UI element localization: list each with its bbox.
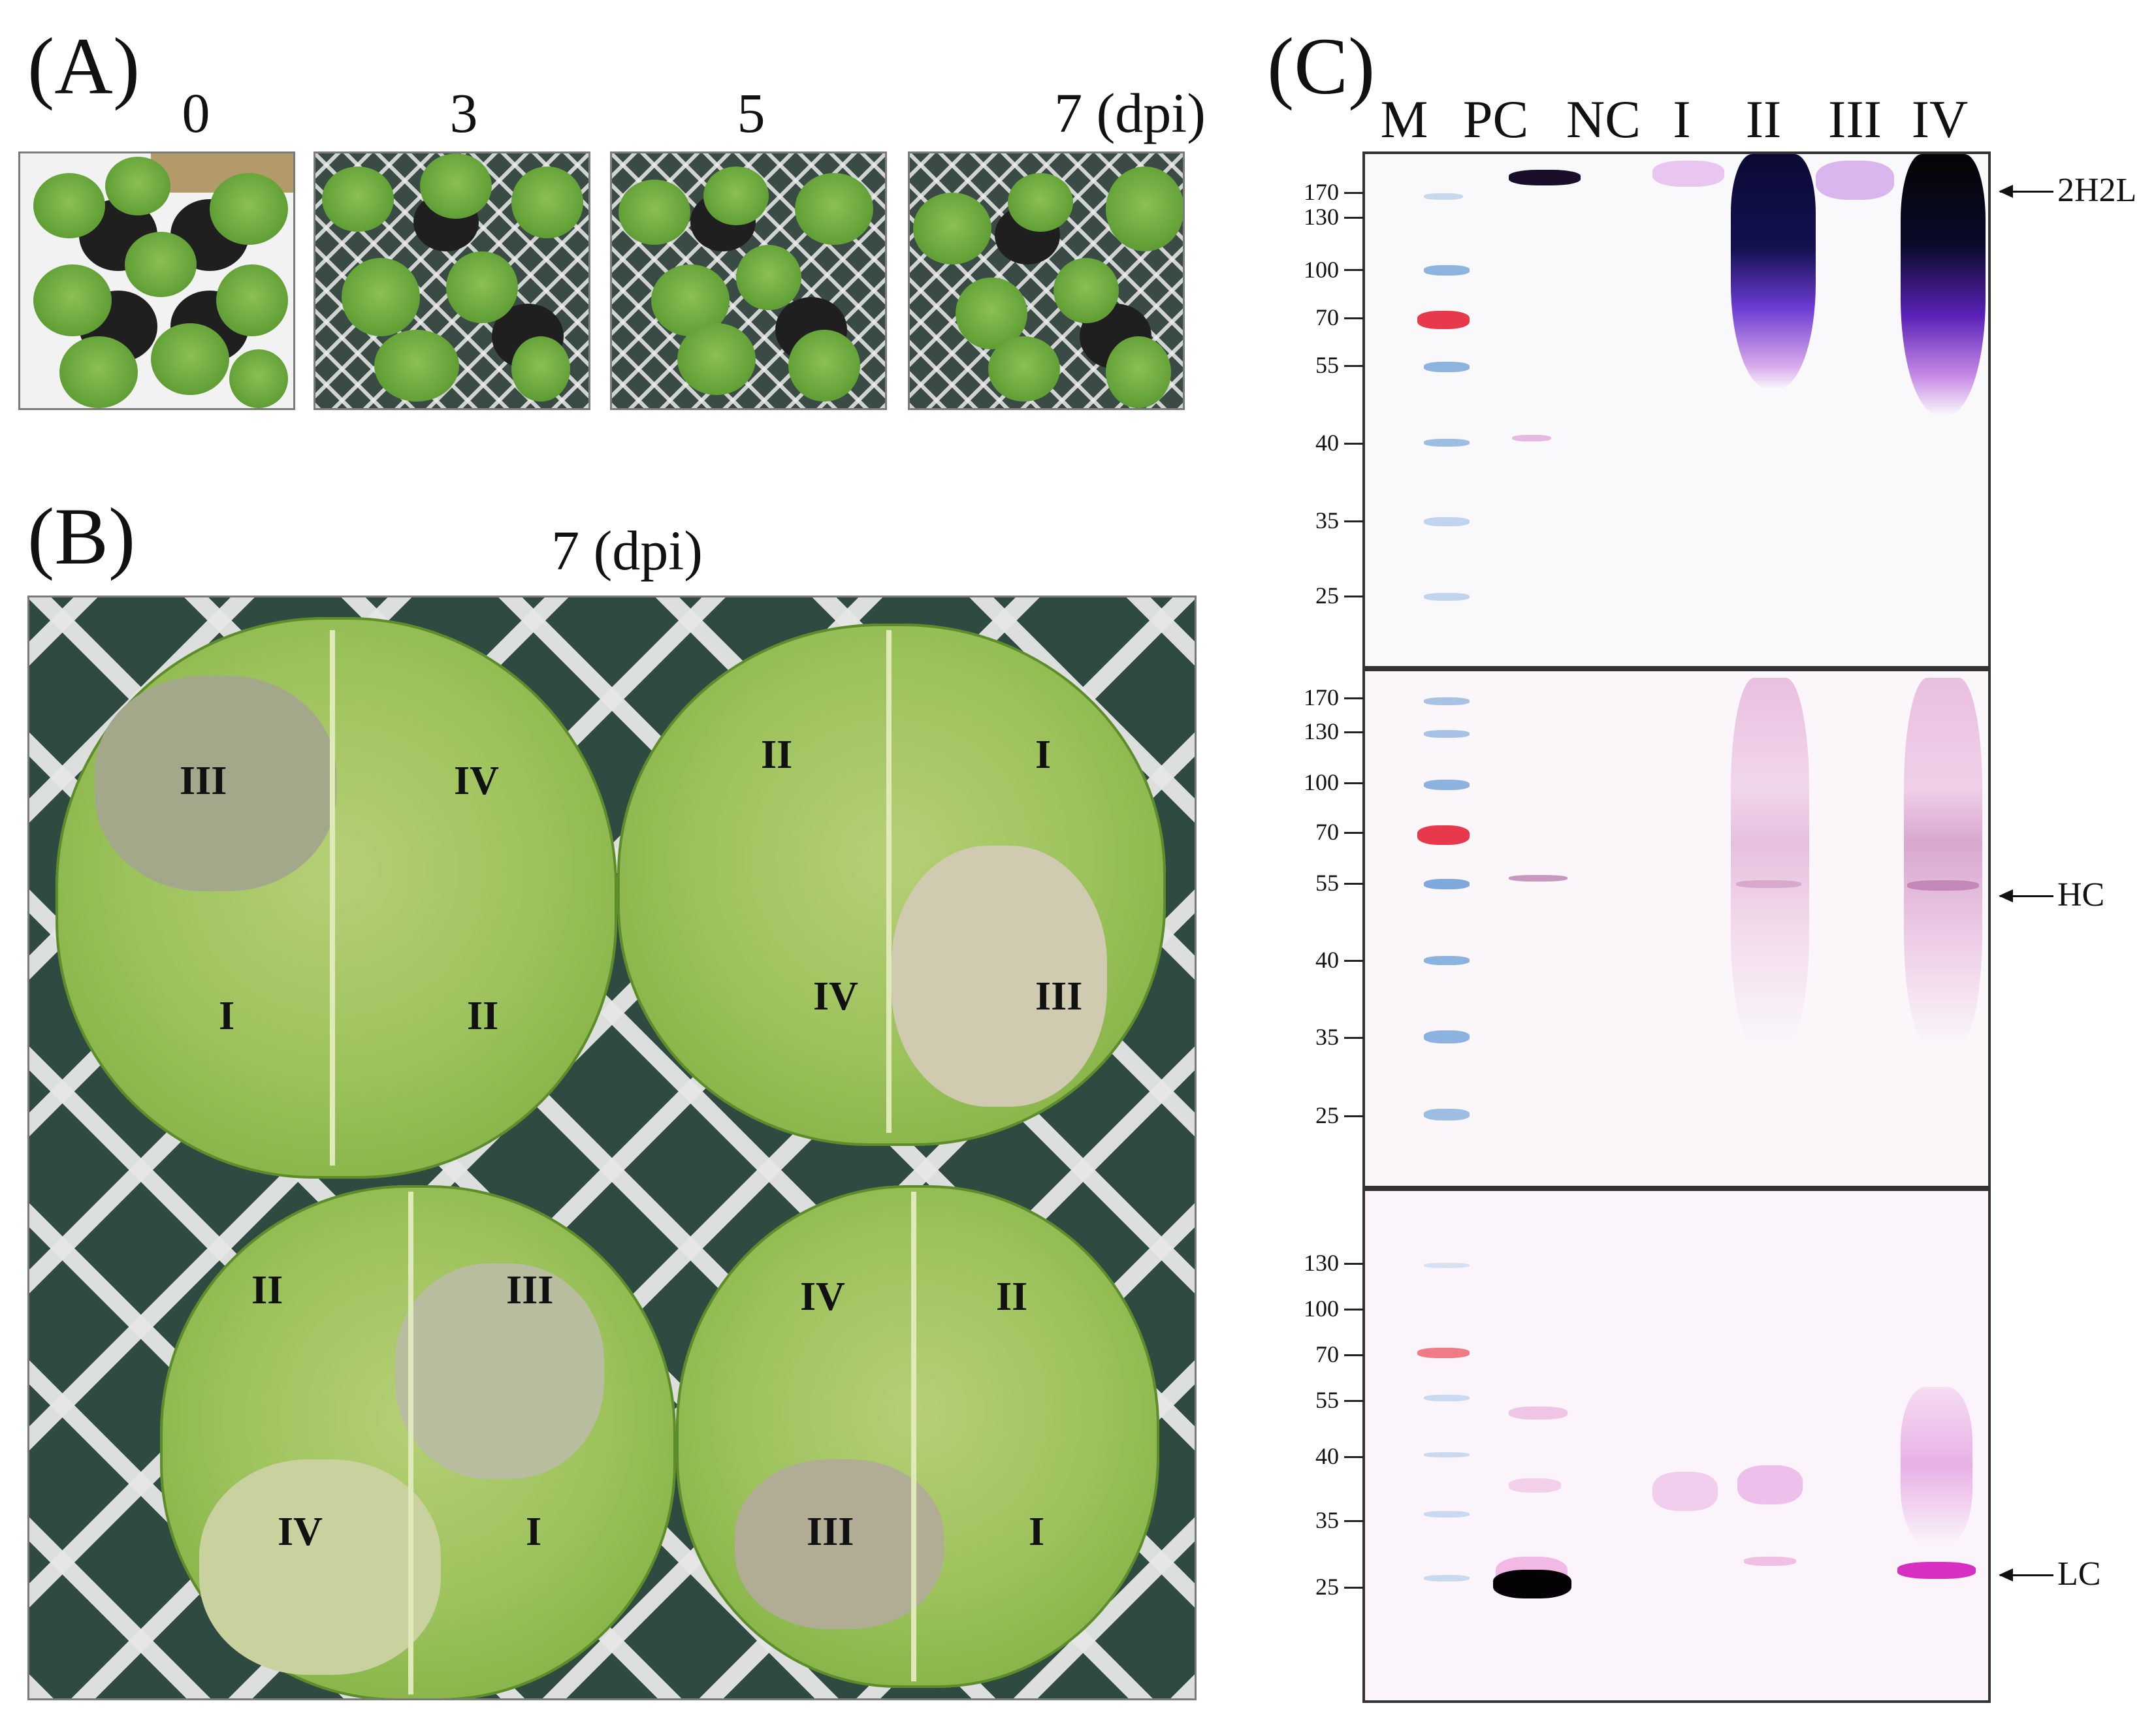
timepoint-label-5: 5 (737, 82, 765, 144)
plant-photo-day7 (908, 151, 1185, 410)
mw-tick (1344, 596, 1364, 597)
mw-tick (1344, 317, 1364, 319)
leaf-1: III IV I II (56, 617, 617, 1179)
mw-tick (1344, 269, 1364, 271)
leaf-2: II I IV III (617, 624, 1166, 1146)
mw-label: 35 (1315, 507, 1339, 533)
leaf-3: II III IV I (160, 1185, 676, 1698)
lane-label-iv: IV (1911, 89, 1969, 149)
mw-tick (1344, 697, 1364, 699)
mw-label: 25 (1315, 1574, 1339, 1600)
mw-label: 55 (1315, 352, 1339, 378)
leaf-4-label-4: I (1029, 1510, 1045, 1554)
mw-tick (1344, 365, 1364, 367)
timepoint-label-7: 7 (dpi) (1054, 82, 1206, 144)
lane-label-ii: II (1745, 89, 1782, 149)
leaf-4-label-1: IV (800, 1275, 845, 1319)
mw-label: 40 (1315, 430, 1339, 456)
panel-a-letter: (A) (27, 22, 140, 111)
mw-label: 100 (1304, 769, 1339, 795)
leaf-2-label-3: IV (813, 974, 858, 1019)
mw-tick (1344, 1456, 1364, 1458)
mw-label: 70 (1315, 1341, 1339, 1367)
mw-tick (1344, 832, 1364, 834)
mw-tick (1344, 782, 1364, 784)
mw-label: 130 (1304, 718, 1339, 744)
leaf-1-label-2: IV (454, 759, 499, 803)
lane-label-pc: PC (1462, 89, 1529, 149)
mw-label: 100 (1304, 257, 1339, 283)
mw-tick (1344, 883, 1364, 885)
plant-photo-day3 (314, 151, 590, 410)
leaf-3-label-2: III (506, 1268, 554, 1312)
leaf-4-label-2: II (996, 1275, 1028, 1319)
mw-label: 130 (1304, 204, 1339, 230)
timepoint-label-0: 0 (182, 82, 210, 144)
mw-tick (1344, 1309, 1364, 1311)
plant-photo-day5 (610, 151, 887, 410)
mw-label: 40 (1315, 1443, 1339, 1469)
lane-label-nc: NC (1566, 89, 1641, 149)
panel-c-letter: (C) (1267, 22, 1376, 111)
mw-label: 55 (1315, 1387, 1339, 1413)
mw-label: 40 (1315, 947, 1339, 973)
mw-tick (1344, 1263, 1364, 1265)
mw-label: 70 (1315, 304, 1339, 330)
leaf-4: IV II III I (676, 1185, 1159, 1688)
leaf-4-label-3: III (807, 1510, 854, 1554)
mw-tick (1344, 192, 1364, 194)
mw-label: 55 (1315, 870, 1339, 896)
mw-tick (1344, 1587, 1364, 1589)
lane-label-m: M (1380, 89, 1428, 149)
leaf-photo: III IV I II II I IV III II III IV I IV I… (27, 596, 1197, 1700)
mw-label: 25 (1315, 1102, 1339, 1128)
mw-tick (1344, 520, 1364, 522)
plant-photo-day0 (18, 151, 295, 410)
leaf-2-label-1: II (761, 733, 793, 777)
mw-tick (1344, 1520, 1364, 1522)
panel-b-letter: (B) (27, 492, 136, 581)
leaf-1-label-3: I (219, 994, 235, 1038)
arrow-label-lc: LC (2057, 1555, 2101, 1593)
mw-tick (1344, 217, 1364, 219)
blot-2h2l (1362, 151, 1991, 669)
mw-tick (1344, 1400, 1364, 1402)
leaf-3-label-3: IV (278, 1510, 323, 1554)
mw-label: 170 (1304, 684, 1339, 710)
arrow-label-hc: HC (2057, 876, 2105, 914)
arrow-label-2h2l: 2H2L (2057, 172, 2137, 209)
mw-label: 35 (1315, 1024, 1339, 1050)
lane-label-i: I (1673, 89, 1691, 149)
mw-label: 25 (1315, 582, 1339, 609)
arrow-2h2l-icon (1999, 185, 2053, 198)
panel-b-title: 7 (dpi) (551, 519, 703, 582)
arrow-lc-icon (1999, 1568, 2053, 1581)
mw-label: 100 (1304, 1295, 1339, 1322)
leaf-2-label-2: I (1035, 733, 1052, 777)
mw-label: 35 (1315, 1507, 1339, 1533)
leaf-3-label-4: I (526, 1510, 542, 1554)
blot-hc (1362, 669, 1991, 1188)
leaf-1-label-1: III (180, 759, 227, 803)
mw-tick (1344, 1037, 1364, 1039)
mw-label: 130 (1304, 1250, 1339, 1276)
mw-tick (1344, 731, 1364, 733)
mw-tick (1344, 960, 1364, 962)
mw-tick (1344, 1354, 1364, 1356)
lane-label-iii: III (1828, 89, 1882, 149)
leaf-3-label-1: II (251, 1268, 283, 1312)
leaf-1-label-4: II (467, 994, 499, 1038)
timepoint-label-3: 3 (449, 82, 478, 144)
arrow-hc-icon (1999, 889, 2053, 902)
mw-tick (1344, 443, 1364, 445)
mw-tick (1344, 1115, 1364, 1117)
mw-label: 70 (1315, 819, 1339, 845)
leaf-2-label-4: III (1035, 974, 1083, 1019)
mw-label: 170 (1304, 179, 1339, 205)
blot-lc (1362, 1188, 1991, 1703)
